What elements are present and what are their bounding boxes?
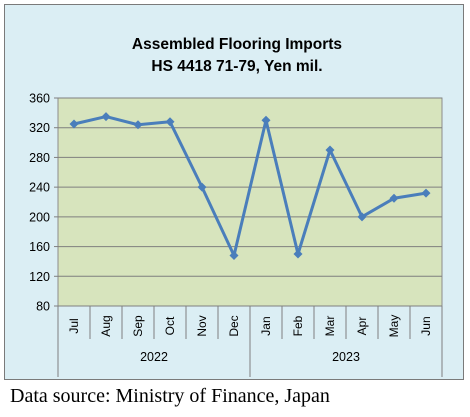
plot-area: [57, 97, 443, 307]
data-source-note: Data source: Ministry of Finance, Japan: [10, 385, 330, 407]
y-tick-label: 80: [36, 300, 50, 314]
x-tick-label: Apr: [355, 317, 369, 336]
data-point-marker: [389, 193, 399, 203]
data-point-marker: [197, 182, 207, 192]
x-tick-label: Sep: [131, 315, 145, 337]
x-tick-label: Feb: [291, 315, 305, 336]
data-point-marker: [261, 115, 271, 125]
x-tick-label: Oct: [163, 316, 177, 335]
data-point-marker: [133, 120, 143, 130]
chart-frame: Assembled Flooring Imports HS 4418 71-79…: [4, 4, 464, 380]
data-point-marker: [229, 250, 239, 260]
x-tick-label: Dec: [227, 315, 241, 336]
data-point-marker: [69, 119, 79, 129]
series-line: [73, 115, 427, 257]
x-tick-label: May: [387, 315, 401, 338]
data-point-marker: [165, 117, 175, 127]
x-tick-label: Mar: [323, 316, 337, 337]
year-group-label: 2022: [140, 350, 168, 364]
x-tick-label: Nov: [195, 315, 209, 336]
x-tick-label: Jul: [67, 318, 81, 333]
y-tick-label: 280: [29, 151, 50, 165]
x-tick-label: Jan: [259, 316, 273, 335]
chart-title: Assembled Flooring Imports: [132, 36, 342, 53]
data-point-marker: [421, 188, 431, 198]
data-point-marker: [357, 212, 367, 222]
data-point-marker: [325, 145, 335, 155]
data-point-marker: [101, 112, 111, 122]
y-tick-label: 200: [29, 210, 50, 224]
y-tick-label: 240: [29, 181, 50, 195]
data-point-marker: [293, 249, 303, 259]
chart-subtitle: HS 4418 71-79, Yen mil.: [151, 58, 322, 75]
year-group-label: 2023: [332, 350, 360, 364]
y-tick-label: 360: [29, 92, 50, 106]
line-chart: Assembled Flooring Imports HS 4418 71-79…: [29, 36, 443, 377]
y-tick-label: 320: [29, 121, 50, 135]
y-tick-label: 120: [29, 270, 50, 284]
x-tick-label: Jun: [419, 316, 433, 335]
y-tick-label: 160: [29, 240, 50, 254]
x-tick-label: Aug: [99, 315, 113, 336]
